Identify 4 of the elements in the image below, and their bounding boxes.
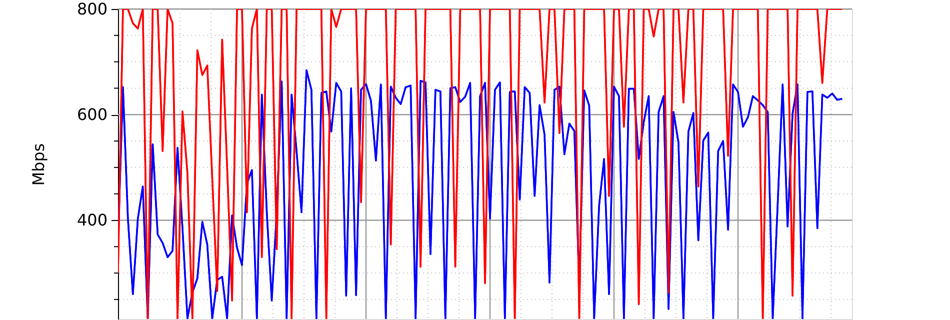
y-axis-title: Mbps — [28, 143, 48, 186]
y-tick-label: 400 — [76, 210, 108, 230]
y-tick-label: 800 — [76, 0, 108, 18]
y-tick-label: 600 — [76, 105, 108, 124]
